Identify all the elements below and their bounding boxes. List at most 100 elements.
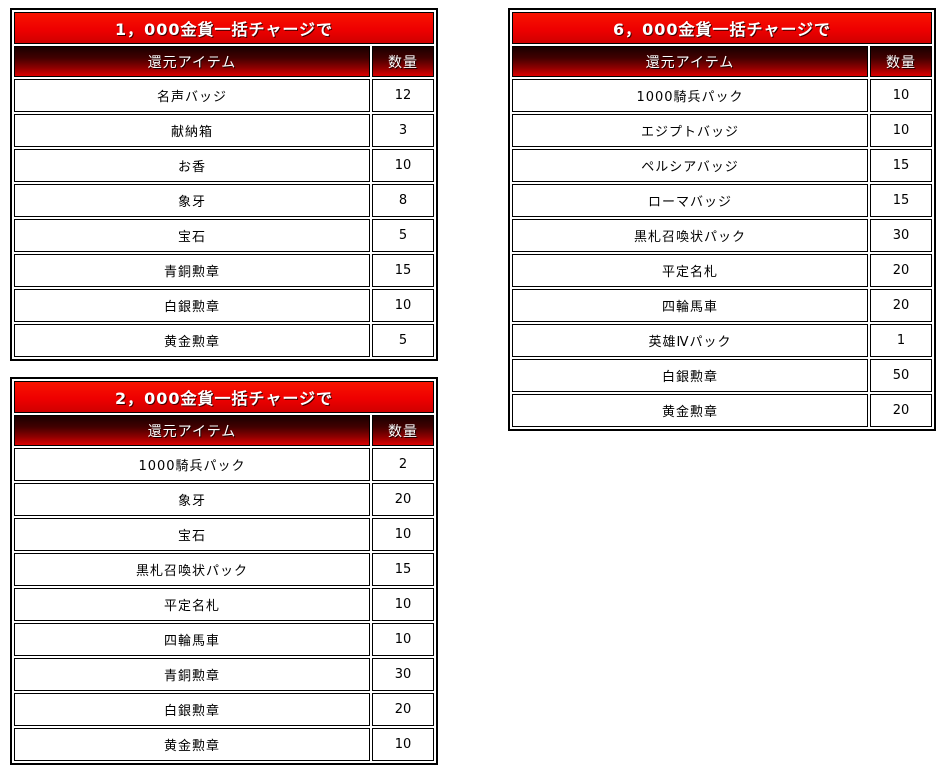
item-cell: ローマバッジ <box>512 184 868 217</box>
item-cell: 象牙 <box>14 184 370 217</box>
qty-cell: 20 <box>372 483 434 516</box>
table-title-row: 6，000金貨一括チャージで <box>512 12 932 44</box>
table-row: 白銀勲章 20 <box>14 693 434 726</box>
table-row: 平定名札 10 <box>14 588 434 621</box>
item-cell: 献納箱 <box>14 114 370 147</box>
column-header-qty: 数量 <box>372 415 434 446</box>
qty-cell: 12 <box>372 79 434 112</box>
item-cell: 白銀勲章 <box>14 693 370 726</box>
table-row: 青銅勲章 30 <box>14 658 434 691</box>
table-row: 黒札召喚状パック 15 <box>14 553 434 586</box>
table-row: ローマバッジ 15 <box>512 184 932 217</box>
item-cell: 黒札召喚状パック <box>512 219 868 252</box>
table-title-row: 1，000金貨一括チャージで <box>14 12 434 44</box>
item-cell: 黄金勲章 <box>14 324 370 357</box>
qty-cell: 2 <box>372 448 434 481</box>
recharge-reward-table-1000: 1，000金貨一括チャージで 還元アイテム 数量 名声バッジ 12 献納箱 3 お香 10… <box>10 8 438 361</box>
item-cell: 英雄Ⅳパック <box>512 324 868 357</box>
qty-cell: 30 <box>372 658 434 691</box>
item-cell: 四輪馬車 <box>512 289 868 322</box>
table-row: 黒札召喚状パック 30 <box>512 219 932 252</box>
qty-cell: 10 <box>372 588 434 621</box>
qty-cell: 20 <box>870 289 932 322</box>
table-row: 1000騎兵パック 10 <box>512 79 932 112</box>
item-cell: 黄金勲章 <box>512 394 868 427</box>
table-row: 名声バッジ 12 <box>14 79 434 112</box>
table-row: 白銀勲章 10 <box>14 289 434 322</box>
table-row: 白銀勲章 50 <box>512 359 932 392</box>
recharge-reward-table-6000: 6，000金貨一括チャージで 還元アイテム 数量 1000騎兵パック 10 エジプト… <box>508 8 936 431</box>
table-title: 6，000金貨一括チャージで <box>512 12 932 44</box>
item-cell: 青銅勲章 <box>14 658 370 691</box>
column-header-qty: 数量 <box>870 46 932 77</box>
table-row: エジプトバッジ 10 <box>512 114 932 147</box>
qty-cell: 20 <box>870 394 932 427</box>
qty-cell: 15 <box>870 149 932 182</box>
table-title: 1，000金貨一括チャージで <box>14 12 434 44</box>
table-row: 四輪馬車 10 <box>14 623 434 656</box>
table-row: 黄金勲章 20 <box>512 394 932 427</box>
qty-cell: 10 <box>372 518 434 551</box>
item-cell: 宝石 <box>14 219 370 252</box>
reward-table: 6，000金貨一括チャージで 還元アイテム 数量 1000騎兵パック 10 エジプト… <box>508 8 936 431</box>
table-row: 象牙 20 <box>14 483 434 516</box>
table-row: 黄金勲章 10 <box>14 728 434 761</box>
qty-cell: 15 <box>870 184 932 217</box>
column-header-item: 還元アイテム <box>14 46 370 77</box>
qty-cell: 5 <box>372 324 434 357</box>
column-header-qty: 数量 <box>372 46 434 77</box>
qty-cell: 10 <box>372 623 434 656</box>
item-cell: ペルシアバッジ <box>512 149 868 182</box>
table-header-row: 還元アイテム 数量 <box>14 415 434 446</box>
table-row: 1000騎兵パック 2 <box>14 448 434 481</box>
table-row: 黄金勲章 5 <box>14 324 434 357</box>
item-cell: 名声バッジ <box>14 79 370 112</box>
table-row: お香 10 <box>14 149 434 182</box>
item-cell: 四輪馬車 <box>14 623 370 656</box>
item-cell: 平定名札 <box>14 588 370 621</box>
column-header-item: 還元アイテム <box>512 46 868 77</box>
item-cell: 象牙 <box>14 483 370 516</box>
qty-cell: 10 <box>372 289 434 322</box>
table-row: 四輪馬車 20 <box>512 289 932 322</box>
table-row: 平定名札 20 <box>512 254 932 287</box>
item-cell: 宝石 <box>14 518 370 551</box>
qty-cell: 1 <box>870 324 932 357</box>
qty-cell: 30 <box>870 219 932 252</box>
table-row: 象牙 8 <box>14 184 434 217</box>
table-row: 献納箱 3 <box>14 114 434 147</box>
qty-cell: 10 <box>372 728 434 761</box>
table-row: 英雄Ⅳパック 1 <box>512 324 932 357</box>
table-row: 青銅勲章 15 <box>14 254 434 287</box>
qty-cell: 15 <box>372 553 434 586</box>
item-cell: 白銀勲章 <box>14 289 370 322</box>
table-row: ペルシアバッジ 15 <box>512 149 932 182</box>
item-cell: 青銅勲章 <box>14 254 370 287</box>
item-cell: エジプトバッジ <box>512 114 868 147</box>
item-cell: 平定名札 <box>512 254 868 287</box>
item-cell: お香 <box>14 149 370 182</box>
table-header-row: 還元アイテム 数量 <box>512 46 932 77</box>
reward-table: 1，000金貨一括チャージで 還元アイテム 数量 名声バッジ 12 献納箱 3 お香 10… <box>10 8 438 361</box>
qty-cell: 20 <box>870 254 932 287</box>
item-cell: 黄金勲章 <box>14 728 370 761</box>
qty-cell: 20 <box>372 693 434 726</box>
item-cell: 1000騎兵パック <box>512 79 868 112</box>
item-cell: 1000騎兵パック <box>14 448 370 481</box>
column-header-item: 還元アイテム <box>14 415 370 446</box>
qty-cell: 10 <box>870 79 932 112</box>
qty-cell: 5 <box>372 219 434 252</box>
item-cell: 白銀勲章 <box>512 359 868 392</box>
table-row: 宝石 10 <box>14 518 434 551</box>
qty-cell: 3 <box>372 114 434 147</box>
qty-cell: 10 <box>870 114 932 147</box>
qty-cell: 10 <box>372 149 434 182</box>
item-cell: 黒札召喚状パック <box>14 553 370 586</box>
reward-table: 2，000金貨一括チャージで 還元アイテム 数量 1000騎兵パック 2 象牙 20 宝… <box>10 377 438 765</box>
table-row: 宝石 5 <box>14 219 434 252</box>
table-header-row: 還元アイテム 数量 <box>14 46 434 77</box>
qty-cell: 8 <box>372 184 434 217</box>
table-title-row: 2，000金貨一括チャージで <box>14 381 434 413</box>
recharge-reward-table-2000: 2，000金貨一括チャージで 還元アイテム 数量 1000騎兵パック 2 象牙 20 宝… <box>10 377 438 765</box>
table-title: 2，000金貨一括チャージで <box>14 381 434 413</box>
